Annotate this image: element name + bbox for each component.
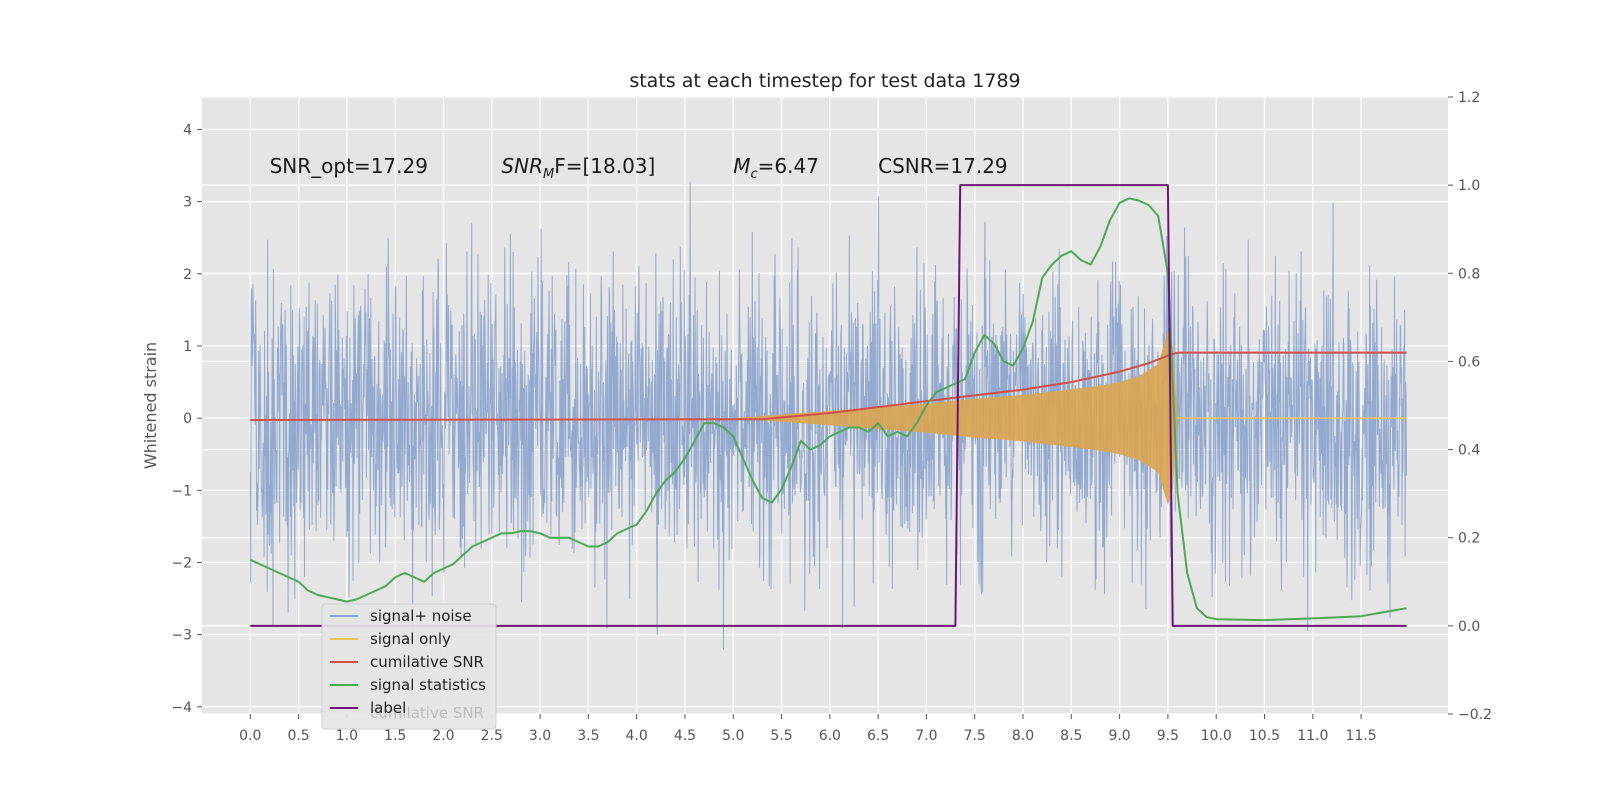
annotations: SNR_opt=17.29 SNRMF=[18.03] Mc=6.47 CSNR=17… [270, 154, 1008, 182]
y2-tick-label: 0.0 [1458, 619, 1480, 635]
signal-only-fill [250, 331, 1407, 505]
y2-tick-label: 0.8 [1458, 266, 1480, 282]
signal-noise-series [249, 181, 1407, 677]
label-line [250, 184, 1407, 627]
legend-label: cumilative SNR [370, 653, 484, 671]
x-tick-label: 10.0 [1201, 728, 1232, 744]
signal-noise-line [249, 181, 1407, 677]
y-tick-label: 2 [183, 267, 192, 283]
annotation-2: Mc=6.47 [733, 154, 819, 182]
x-tick-label: 9.5 [1157, 728, 1179, 744]
legend-box [321, 603, 497, 730]
y-tick-label: 0 [183, 411, 192, 427]
x-tick-label: 2.5 [481, 728, 503, 744]
x-tick-label: 0.5 [287, 728, 309, 744]
annotation-0: SNR_opt=17.29 [270, 154, 428, 178]
y-tick-label: −4 [171, 700, 192, 716]
y-tick-label: 1 [183, 339, 192, 355]
series [249, 184, 1407, 627]
y2-tick-label: 0.6 [1458, 354, 1480, 370]
x-tick-label: 3.0 [529, 728, 551, 744]
y-tick-label: −2 [171, 555, 192, 571]
x-tick-label: 1.5 [384, 728, 406, 744]
y2-tick-label: 0.2 [1458, 531, 1480, 547]
legend-label: signal only [370, 630, 451, 648]
y-tick-label: 4 [183, 122, 192, 138]
x-tick-label: 3.5 [577, 728, 599, 744]
chart-title: stats at each timestep for test data 178… [629, 70, 1020, 92]
x-tick-label: 9.0 [1108, 728, 1130, 744]
x-tick-label: 5.0 [722, 728, 744, 744]
x-tick-label: 11.5 [1345, 728, 1376, 744]
annotation-1: SNRMF=[18.03] [501, 154, 655, 182]
x-tick-label: 1.0 [336, 728, 358, 744]
y-tick-label: −1 [171, 483, 192, 499]
x-tick-label: 8.0 [1012, 728, 1034, 744]
x-tick-label: 4.5 [674, 728, 696, 744]
legend-label: signal+ noise [370, 607, 472, 625]
legend-label: label [370, 699, 406, 717]
annotation-3: CSNR=17.29 [878, 154, 1008, 178]
x-tick-label: 2.0 [432, 728, 454, 744]
legend-label: signal statistics [370, 676, 486, 694]
x-tick-label: 8.5 [1060, 728, 1082, 744]
x-tick-label: 4.0 [626, 728, 648, 744]
x-tick-label: 11.0 [1297, 728, 1328, 744]
y-axis-label: Whitened strain [141, 342, 160, 469]
x-tick-label: 0.0 [239, 728, 261, 744]
y2-tick-label: 0.4 [1458, 443, 1480, 459]
y-tick-label: −3 [171, 628, 192, 644]
axes: 0.0 0.5 1.0 1.5 2.0 2.5 3.0 3.5 4.0 4.5 5.0 5.5 6.0 6… [171, 90, 1492, 744]
x-tick-label: 6.5 [867, 728, 889, 744]
x-tick-label: 7.5 [964, 728, 986, 744]
legend: cumilative SNR signal+ noise signal only cu… [321, 603, 497, 730]
x-tick-label: 7.0 [915, 728, 937, 744]
x-tick-label: 5.5 [770, 728, 792, 744]
y2-tick-label: 1.0 [1458, 178, 1480, 194]
y2-tick-label: −0.2 [1458, 707, 1492, 723]
x-tick-label: 10.5 [1249, 728, 1280, 744]
y2-tick-label: 1.2 [1458, 90, 1480, 106]
x-tick-label: 6.0 [819, 728, 841, 744]
y-tick-label: 3 [183, 195, 192, 211]
signal-statistics-line [249, 197, 1407, 622]
legend-ghost-label: cumilative SNR [370, 704, 484, 722]
